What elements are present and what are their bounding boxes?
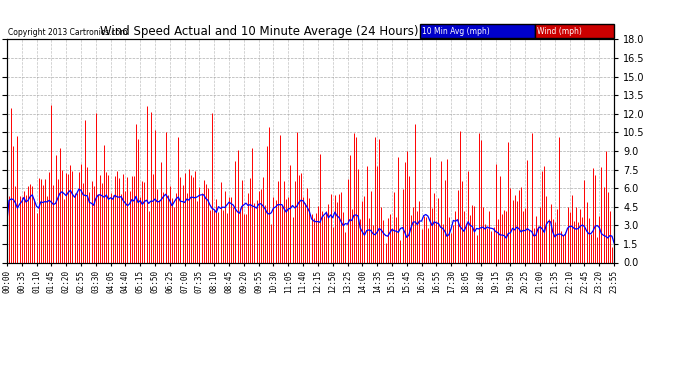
Text: 10 Min Avg (mph): 10 Min Avg (mph)	[422, 27, 489, 36]
Text: Wind (mph): Wind (mph)	[537, 27, 582, 36]
Text: Copyright 2013 Cartronics.com: Copyright 2013 Cartronics.com	[8, 28, 128, 37]
FancyBboxPatch shape	[535, 24, 614, 38]
FancyBboxPatch shape	[420, 24, 535, 38]
Title: Wind Speed Actual and 10 Minute Average (24 Hours) (New) 20131214: Wind Speed Actual and 10 Minute Average …	[100, 25, 521, 38]
